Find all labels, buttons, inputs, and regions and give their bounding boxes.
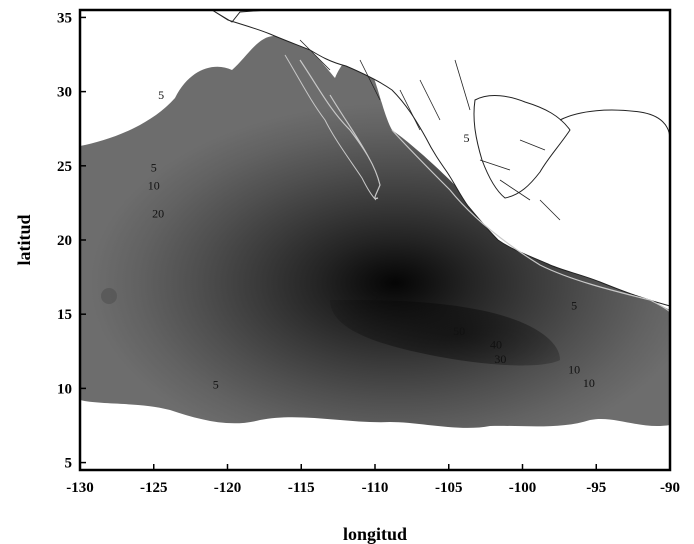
contour-label: 5 xyxy=(151,161,157,175)
gulf-of-mexico-outline xyxy=(473,95,571,199)
north-america-landmass xyxy=(211,10,670,307)
x-axis-ticks: -130 -125 -120 -115 -110 -105 -100 -95 -90 xyxy=(66,464,680,496)
contour-label: 40 xyxy=(490,337,502,351)
x-tick-label: -110 xyxy=(362,480,389,496)
contour-label: 5 xyxy=(372,288,378,302)
contour-label: 50 xyxy=(453,324,465,338)
contour-label: 5 xyxy=(158,88,164,102)
y-axis-title: latitud xyxy=(14,214,34,265)
x-tick-label: -120 xyxy=(214,480,242,496)
x-tick-label: -100 xyxy=(509,480,537,496)
y-tick-label: 30 xyxy=(57,85,72,101)
x-axis-title: longitud xyxy=(343,524,407,544)
yucatan-outline xyxy=(559,109,670,141)
contour-label: 10 xyxy=(583,376,595,390)
x-tick-label: -90 xyxy=(660,480,680,496)
contour-label: 10 xyxy=(148,179,160,193)
x-tick-label: -105 xyxy=(435,480,463,496)
contour-label: 10 xyxy=(568,363,580,377)
y-tick-label: 20 xyxy=(57,233,72,249)
x-tick-label: -125 xyxy=(140,480,168,496)
density-blob-west xyxy=(101,288,117,304)
contour-label: 5 xyxy=(463,131,469,145)
coastline xyxy=(299,59,670,313)
y-tick-label: 10 xyxy=(57,381,72,397)
y-tick-label: 15 xyxy=(57,307,72,323)
contour-label: 20 xyxy=(152,207,164,221)
x-tick-label: -130 xyxy=(66,480,94,496)
contour-label: 30 xyxy=(494,352,506,366)
y-axis-ticks: 5 10 15 20 25 30 35 xyxy=(57,10,86,472)
contour-label: 5 xyxy=(571,299,577,313)
density-core-overlay xyxy=(330,300,560,366)
x-tick-label: -95 xyxy=(586,480,606,496)
contour-label: 5 xyxy=(213,377,219,391)
y-tick-label: 35 xyxy=(57,10,72,26)
x-tick-label: -115 xyxy=(288,480,315,496)
baja-coast xyxy=(284,54,377,201)
y-tick-label: 5 xyxy=(65,456,73,472)
state-borders xyxy=(299,39,561,221)
y-tick-label: 25 xyxy=(57,159,72,175)
